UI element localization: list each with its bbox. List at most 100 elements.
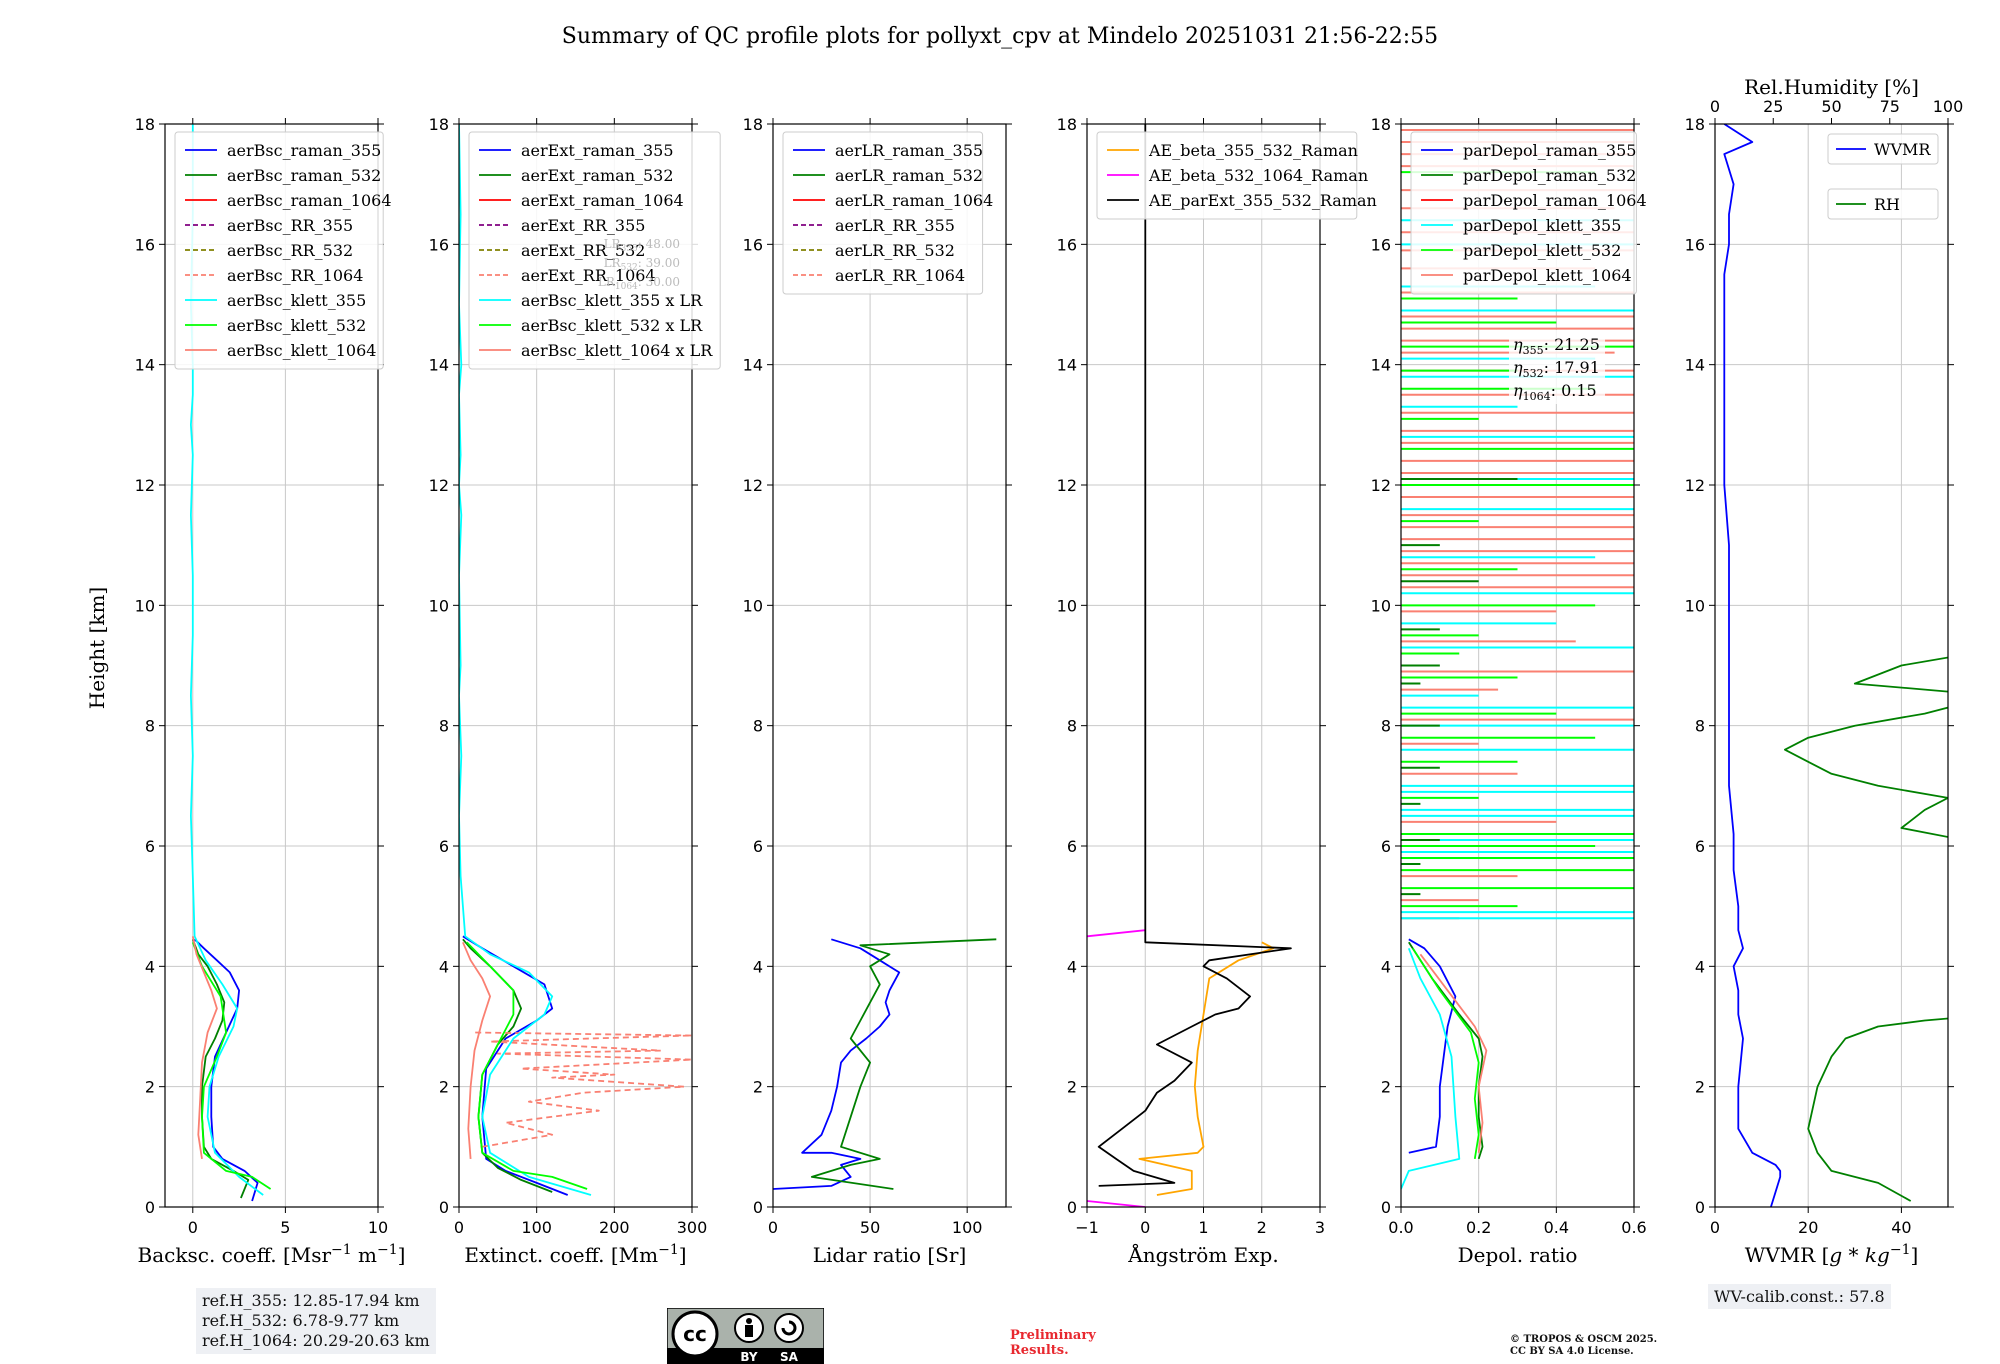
series-wvmr (1723, 124, 1782, 1207)
y-tick-label: 14 (1685, 356, 1705, 375)
x-tick-label: 0 (454, 1218, 464, 1237)
y-axis-label: Height [km] (85, 587, 109, 709)
x-axis-label: WVMR [g * kg−1] (1745, 1242, 1919, 1267)
plot-frame (1400, 123, 1635, 1208)
y-tick-label: 2 (145, 1078, 155, 1097)
y-tick-label: 18 (743, 115, 763, 134)
legend-label-aerlr-rr-1064: aerLR_RR_1064 (835, 266, 965, 285)
series-aerbsc-klett-355-x-lr (459, 124, 592, 1196)
x-tick-label: 300 (677, 1218, 708, 1237)
top-x-tick-label: 75 (1880, 97, 1900, 116)
y-tick-label: 14 (429, 356, 449, 375)
plot-frame (458, 123, 693, 1208)
y-tick-label: 6 (1381, 837, 1391, 856)
legend-label-aerlr-rr-355: aerLR_RR_355 (835, 216, 955, 235)
ref-height-355: ref.H_355: 12.85-17.94 km (202, 1291, 420, 1310)
x-tick-label: 40 (1891, 1218, 1911, 1237)
y-tick-label: 18 (135, 115, 155, 134)
x-tick-label: 1 (1198, 1218, 1208, 1237)
x-tick-label: 0 (1710, 1218, 1720, 1237)
y-tick-label: 4 (1695, 957, 1705, 976)
y-tick-label: 6 (1695, 837, 1705, 856)
legend-label-aerlr-raman-532: aerLR_raman_532 (835, 166, 983, 185)
legend-label-aerlr-raman-355: aerLR_raman_355 (835, 141, 983, 160)
x-tick-label: 100 (521, 1218, 552, 1237)
series-pardepol-klett-355 (1401, 947, 1461, 1190)
x-tick-label: 200 (599, 1218, 630, 1237)
series-aerext-raman-355 (462, 935, 569, 1196)
legend-box (174, 131, 384, 370)
legend-label-wvmr: WVMR (1874, 140, 1931, 159)
by-text: BY (740, 1350, 757, 1364)
x-tick-label: 0 (1140, 1218, 1150, 1237)
series-ae-parext-355-532-raman (1097, 124, 1292, 1187)
y-tick-label: 18 (429, 115, 449, 134)
eta-box (1509, 330, 1605, 404)
top-x-tick-label: 0 (1710, 97, 1720, 116)
legend-label-aerlr-rr-532: aerLR_RR_532 (835, 241, 955, 260)
y-tick-label: 14 (743, 356, 763, 375)
legend-label-ae-beta-355-532-raman: AE_beta_355_532_Raman (1148, 141, 1358, 160)
y-tick-label: 2 (439, 1078, 449, 1097)
wv-calibration-constant: WV-calib.const.: 57.8 (1708, 1284, 1891, 1309)
series-pardepol-klett-532 (1411, 947, 1480, 1160)
copyright-note: © TROPOS & OSCM 2025. CC BY SA 4.0 Licen… (1510, 1334, 1657, 1358)
legend: aerLR_raman_355 aerLR_raman_532 aerLR_rama… (782, 131, 993, 295)
legend-label-aerbsc-rr-355: aerBsc_RR_355 (227, 216, 353, 235)
y-tick-label: 10 (429, 596, 449, 615)
x-tick-label: 0.2 (1466, 1218, 1491, 1237)
eta-note-1064: η1064: 0.15 (1513, 381, 1597, 403)
y-tick-label: 12 (1057, 476, 1077, 495)
legend-label-aerbsc-klett-1064: aerBsc_klett_1064 (227, 341, 376, 360)
preliminary-line-1: Preliminary (1010, 1328, 1096, 1343)
y-tick-label: 4 (1067, 957, 1077, 976)
y-tick-label: 4 (1381, 957, 1391, 976)
plot-frame (1714, 123, 1949, 1208)
series-aerlr-raman-532 (810, 938, 997, 1190)
x-tick-label: 50 (860, 1218, 880, 1237)
y-tick-label: 16 (1685, 235, 1705, 254)
legend-label-pardepol-klett-1064: parDepol_klett_1064 (1463, 266, 1632, 285)
series-aerbsc-klett-1064 (191, 936, 218, 1160)
cc-text: cc (683, 1322, 707, 1346)
y-tick-label: 14 (135, 356, 155, 375)
traces (773, 938, 997, 1190)
cc-circle-icon (671, 1310, 719, 1358)
traces (459, 124, 692, 1196)
legend: AE_beta_355_532_Raman AE_beta_532_1064_Ra… (1096, 131, 1377, 220)
y-tick-label: 12 (1371, 476, 1391, 495)
y-tick-label: 8 (439, 717, 449, 736)
x-axis-label: Lidar ratio [Sr] (813, 1243, 967, 1267)
y-tick-label: 2 (753, 1078, 763, 1097)
y-tick-label: 16 (1371, 235, 1391, 254)
legend-box (1827, 188, 1939, 220)
x-tick-label: 0.0 (1388, 1218, 1413, 1237)
y-tick-label: 12 (1685, 476, 1705, 495)
cc-by-sa-badge: cc BY SA (667, 1308, 824, 1364)
series-rh (1784, 656, 1948, 1202)
y-tick-label: 10 (743, 596, 763, 615)
legend-label-aerlr-raman-1064: aerLR_raman_1064 (835, 191, 993, 210)
series-aerext-rr-1064 (474, 1031, 692, 1148)
copyright-line-2: CC BY SA 4.0 License. (1510, 1346, 1634, 1357)
y-tick-label: 10 (1057, 596, 1077, 615)
legend-label-aerbsc-klett-355-x-lr: aerBsc_klett_355 x LR (521, 291, 703, 310)
y-tick-label: 8 (145, 717, 155, 736)
top-x-tick-label: 100 (1933, 97, 1964, 116)
y-tick-label: 8 (1381, 717, 1391, 736)
y-tick-label: 10 (1685, 596, 1705, 615)
y-tick-label: 0 (1381, 1198, 1391, 1217)
y-tick-label: 6 (1067, 837, 1077, 856)
series-pardepol-klett-1064 (1419, 953, 1488, 1153)
x-axis-label: Backsc. coeff. [Msr−1 m−1] (138, 1242, 406, 1267)
x-axis-label: Depol. ratio (1458, 1243, 1578, 1267)
x-axis-label: Extinct. coeff. [Mm−1] (464, 1242, 686, 1267)
legend-label-aerbsc-raman-1064: aerBsc_raman_1064 (227, 191, 392, 210)
legend-label-ae-parext-355-532-raman: AE_parExt_355_532_Raman (1148, 191, 1377, 210)
legend-label-aerbsc-raman-355: aerBsc_raman_355 (227, 141, 381, 160)
series-ae-beta-355-532-raman (1138, 941, 1275, 1196)
series-aerbsc-raman-532 (191, 938, 250, 1199)
y-tick-label: 8 (753, 717, 763, 736)
